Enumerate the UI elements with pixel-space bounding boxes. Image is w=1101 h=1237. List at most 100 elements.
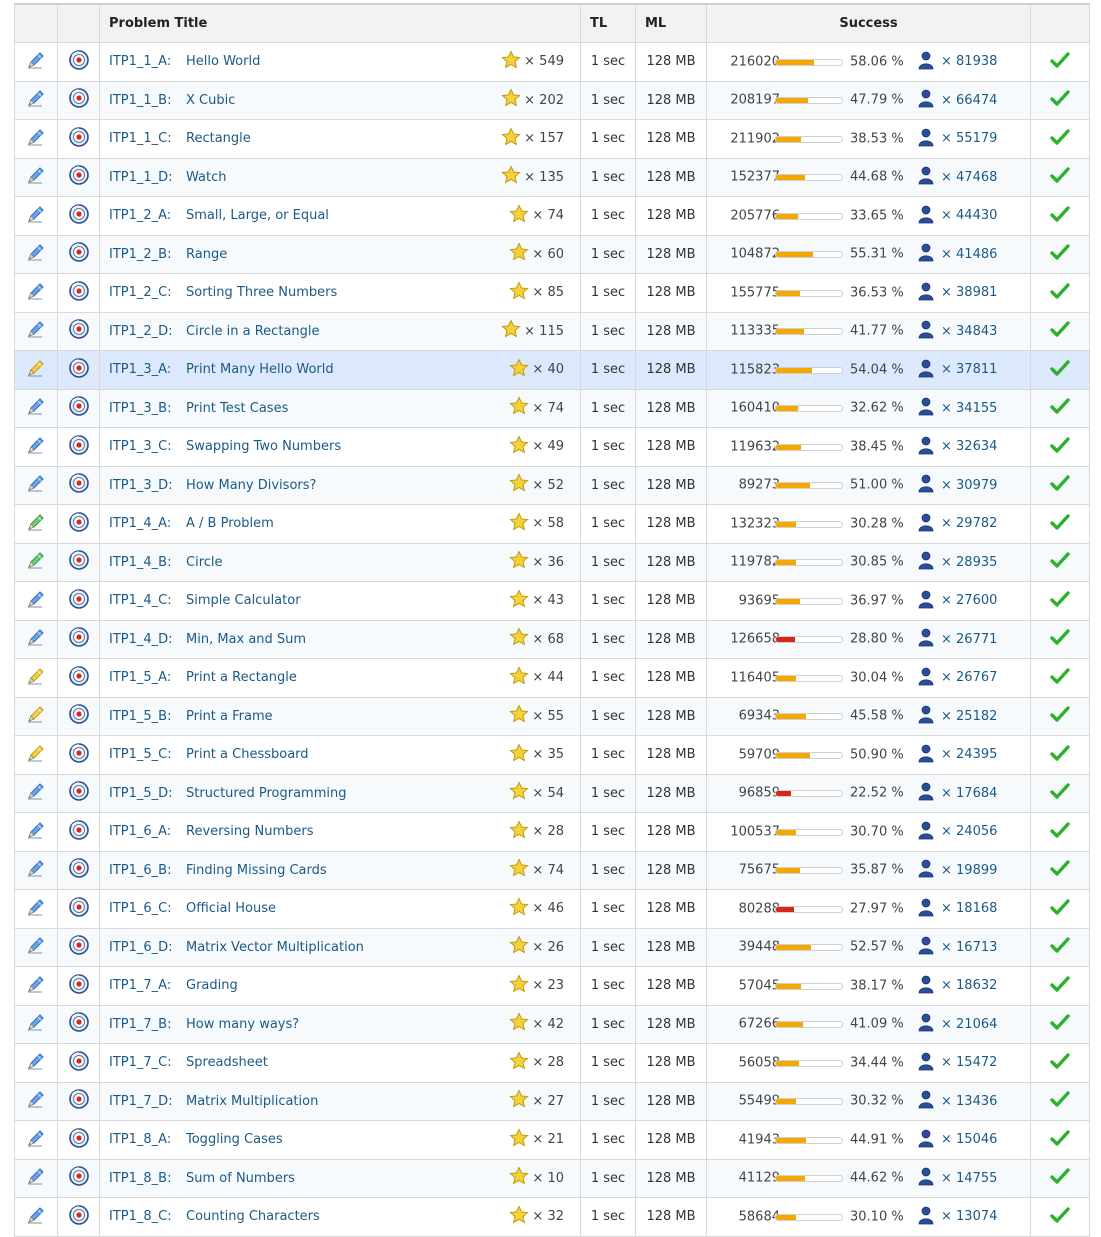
view-problem-icon[interactable]: [68, 1050, 90, 1076]
view-cell[interactable]: [57, 542, 100, 582]
view-problem-icon[interactable]: [68, 780, 90, 806]
table-row[interactable]: ITP1_5_A: Print a Rectangle × 44 1 sec 128 M…: [14, 658, 1090, 698]
pencil-icon[interactable]: [26, 1089, 46, 1113]
problem-title-link[interactable]: How Many Divisors?: [186, 477, 317, 493]
edit-cell[interactable]: [14, 889, 58, 929]
solved-users-count[interactable]: × 44430: [941, 208, 998, 224]
problem-title-link[interactable]: Sum of Numbers: [186, 1170, 295, 1186]
table-row[interactable]: ITP1_2_A: Small, Large, or Equal × 74 1 sec…: [14, 196, 1090, 236]
pencil-icon[interactable]: [26, 88, 46, 112]
view-problem-icon[interactable]: [68, 511, 90, 537]
problem-id-link[interactable]: ITP1_6_D:: [109, 939, 173, 955]
view-cell[interactable]: [57, 388, 100, 428]
problem-id-link[interactable]: ITP1_2_C:: [109, 285, 172, 301]
solved-users-count[interactable]: × 25182: [941, 708, 998, 724]
edit-cell[interactable]: [14, 696, 58, 736]
pencil-icon[interactable]: [26, 627, 46, 651]
edit-cell[interactable]: [14, 157, 58, 197]
table-row[interactable]: ITP1_5_C: Print a Chessboard × 35 1 sec 128 …: [14, 735, 1090, 775]
problem-id-link[interactable]: ITP1_6_C:: [109, 901, 172, 917]
solved-users-link[interactable]: × 26771: [917, 627, 997, 651]
view-cell[interactable]: [57, 1120, 100, 1160]
problem-title-cell[interactable]: ITP1_3_D: How Many Divisors? × 52: [99, 465, 581, 505]
table-row[interactable]: ITP1_2_D: Circle in a Rectangle × 115 1 sec…: [14, 311, 1090, 351]
problem-title-link[interactable]: Min, Max and Sum: [186, 631, 307, 647]
view-problem-icon[interactable]: [68, 164, 90, 190]
view-cell[interactable]: [57, 696, 100, 736]
edit-cell[interactable]: [14, 1120, 58, 1160]
problem-title-link[interactable]: Print Test Cases: [186, 400, 289, 416]
problem-id-link[interactable]: ITP1_5_B:: [109, 708, 172, 724]
edit-cell[interactable]: [14, 927, 58, 967]
solved-users-link[interactable]: × 13436: [917, 1089, 997, 1113]
problem-id-link[interactable]: ITP1_7_C:: [109, 1055, 172, 1071]
view-cell[interactable]: [57, 1043, 100, 1083]
solved-users-count[interactable]: × 24056: [941, 824, 998, 840]
solved-users-link[interactable]: × 38981: [917, 281, 997, 305]
problem-id-link[interactable]: ITP1_8_B:: [109, 1170, 172, 1186]
problem-title-cell[interactable]: ITP1_3_A: Print Many Hello World × 40: [99, 350, 581, 390]
view-problem-icon[interactable]: [68, 857, 90, 883]
view-cell[interactable]: [57, 889, 100, 929]
view-problem-icon[interactable]: [68, 973, 90, 999]
pencil-icon[interactable]: [26, 50, 46, 74]
table-row[interactable]: ITP1_8_B: Sum of Numbers × 10 1 sec 128 MB 41…: [14, 1158, 1090, 1198]
solved-users-count[interactable]: × 16713: [941, 939, 998, 955]
problem-title-link[interactable]: Sorting Three Numbers: [186, 285, 338, 301]
problem-title-link[interactable]: Range: [186, 246, 228, 262]
pencil-icon[interactable]: [26, 358, 46, 382]
problem-title-cell[interactable]: ITP1_2_A: Small, Large, or Equal × 74: [99, 196, 581, 236]
problem-id-link[interactable]: ITP1_1_D:: [109, 169, 173, 185]
problem-title-link[interactable]: Circle: [186, 554, 223, 570]
table-row[interactable]: ITP1_3_C: Swapping Two Numbers × 49 1 sec 12…: [14, 427, 1090, 467]
pencil-icon[interactable]: [26, 1205, 46, 1229]
problem-id-link[interactable]: ITP1_6_B:: [109, 862, 172, 878]
problem-title-cell[interactable]: ITP1_8_A: Toggling Cases × 21: [99, 1120, 581, 1160]
view-cell[interactable]: [57, 234, 100, 274]
solved-users-count[interactable]: × 30979: [941, 477, 998, 493]
view-problem-icon[interactable]: [68, 896, 90, 922]
pencil-icon[interactable]: [26, 858, 46, 882]
problem-id-link[interactable]: ITP1_3_A:: [109, 362, 172, 378]
view-problem-icon[interactable]: [68, 742, 90, 768]
edit-cell[interactable]: [14, 1004, 58, 1044]
table-row[interactable]: ITP1_7_D: Matrix Multiplication × 27 1 sec 1…: [14, 1081, 1090, 1121]
problem-title-cell[interactable]: ITP1_1_C: Rectangle × 157: [99, 119, 581, 159]
view-cell[interactable]: [57, 119, 100, 159]
pencil-icon[interactable]: [26, 1128, 46, 1152]
view-problem-icon[interactable]: [68, 203, 90, 229]
view-problem-icon[interactable]: [68, 703, 90, 729]
table-row[interactable]: ITP1_5_D: Structured Programming × 54 1 sec…: [14, 773, 1090, 813]
problem-title-link[interactable]: Print a Chessboard: [186, 747, 309, 763]
problem-title-cell[interactable]: ITP1_2_B: Range × 60: [99, 234, 581, 274]
pencil-icon[interactable]: [26, 435, 46, 459]
solved-users-count[interactable]: × 18632: [941, 978, 998, 994]
solved-users-count[interactable]: × 15046: [941, 1132, 998, 1148]
solved-users-link[interactable]: × 18168: [917, 897, 997, 921]
view-problem-icon[interactable]: [68, 1204, 90, 1230]
pencil-icon[interactable]: [26, 127, 46, 151]
pencil-icon[interactable]: [26, 1012, 46, 1036]
problem-title-cell[interactable]: ITP1_6_C: Official House × 46: [99, 889, 581, 929]
view-cell[interactable]: [57, 80, 100, 120]
header-problem-title[interactable]: Problem Title: [99, 3, 581, 43]
problem-id-link[interactable]: ITP1_8_C:: [109, 1209, 172, 1225]
table-row[interactable]: ITP1_1_C: Rectangle × 157 1 sec 128 MB 211902…: [14, 119, 1090, 159]
problem-title-cell[interactable]: ITP1_4_D: Min, Max and Sum × 68: [99, 619, 581, 659]
problem-title-link[interactable]: Small, Large, or Equal: [186, 208, 329, 224]
table-row[interactable]: ITP1_4_D: Min, Max and Sum × 68 1 sec 128 MB…: [14, 619, 1090, 659]
table-row[interactable]: ITP1_4_C: Simple Calculator × 43 1 sec 128 M…: [14, 581, 1090, 621]
problem-title-link[interactable]: Counting Characters: [186, 1209, 320, 1225]
problem-title-link[interactable]: How many ways?: [186, 1016, 300, 1032]
edit-cell[interactable]: [14, 273, 58, 313]
view-problem-icon[interactable]: [68, 1127, 90, 1153]
pencil-icon[interactable]: [26, 820, 46, 844]
table-row[interactable]: ITP1_4_A: A / B Problem × 58 1 sec 128 MB 132…: [14, 504, 1090, 544]
view-problem-icon[interactable]: [68, 49, 90, 75]
view-problem-icon[interactable]: [68, 472, 90, 498]
view-cell[interactable]: [57, 735, 100, 775]
view-problem-icon[interactable]: [68, 588, 90, 614]
solved-users-count[interactable]: × 29782: [941, 516, 998, 532]
problem-title-link[interactable]: Spreadsheet: [186, 1055, 268, 1071]
table-row[interactable]: ITP1_6_A: Reversing Numbers × 28 1 sec 128 M…: [14, 812, 1090, 852]
